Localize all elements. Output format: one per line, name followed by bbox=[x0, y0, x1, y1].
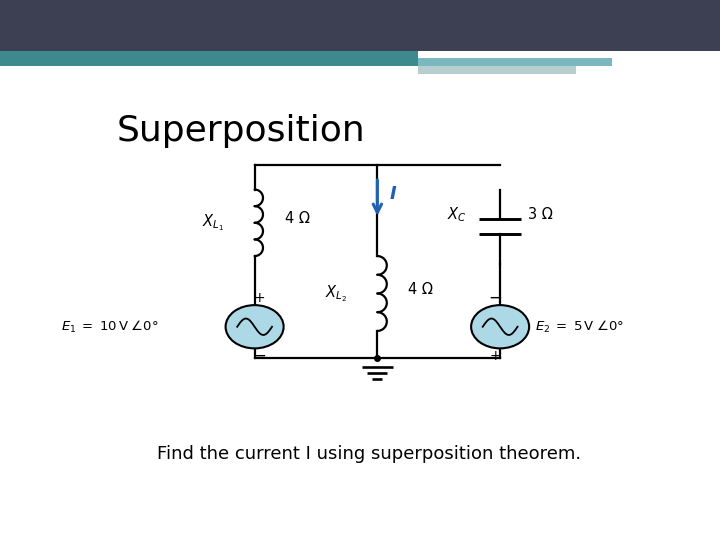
Text: −: − bbox=[489, 289, 503, 307]
Text: $X_{L_1}$: $X_{L_1}$ bbox=[202, 213, 224, 233]
Text: Superposition: Superposition bbox=[117, 114, 366, 148]
Text: +: + bbox=[253, 291, 265, 305]
Text: 3 Ω: 3 Ω bbox=[528, 207, 553, 222]
Text: +: + bbox=[490, 349, 501, 363]
Circle shape bbox=[225, 305, 284, 348]
Text: −: − bbox=[252, 347, 266, 365]
Text: $X_C$: $X_C$ bbox=[447, 205, 467, 224]
Text: I: I bbox=[390, 185, 397, 202]
Text: $X_{L_2}$: $X_{L_2}$ bbox=[325, 283, 347, 304]
Text: $E_2\;=\;5\,\mathrm{V}\;\angle 0°$: $E_2\;=\;5\,\mathrm{V}\;\angle 0°$ bbox=[535, 319, 624, 335]
Text: 4 Ω: 4 Ω bbox=[285, 211, 310, 226]
Text: 31: 31 bbox=[609, 76, 634, 94]
Circle shape bbox=[471, 305, 529, 348]
Text: Find the current I using superposition theorem.: Find the current I using superposition t… bbox=[157, 444, 581, 463]
Text: 4 Ω: 4 Ω bbox=[408, 282, 433, 297]
Text: $E_1\;=\;10\,\mathrm{V}\;\angle 0°$: $E_1\;=\;10\,\mathrm{V}\;\angle 0°$ bbox=[61, 319, 158, 335]
